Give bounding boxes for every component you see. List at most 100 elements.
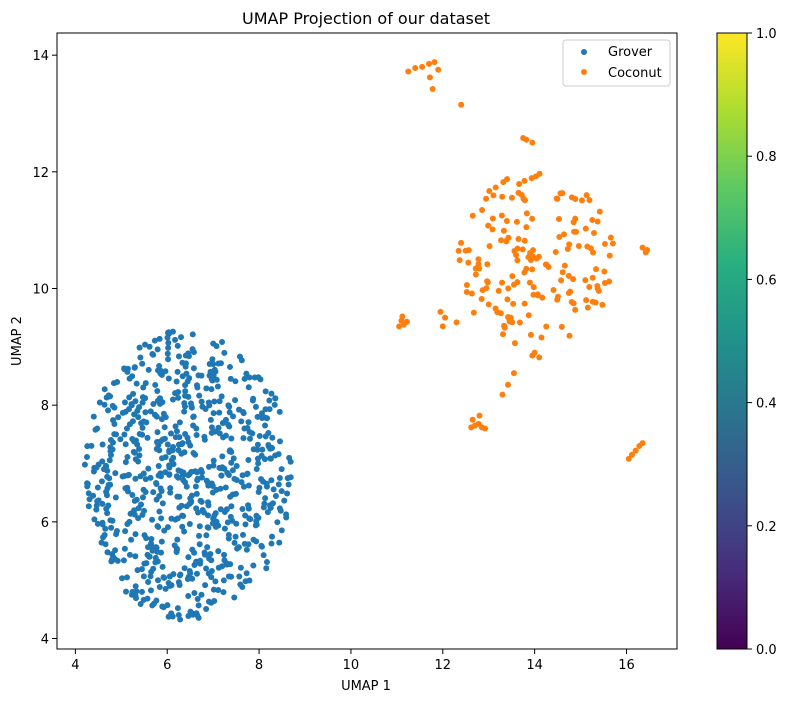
scatter-point-grover: [276, 408, 283, 415]
scatter-point-grover: [159, 500, 166, 507]
scatter-point-grover: [262, 388, 269, 395]
scatter-point-grover: [194, 475, 201, 482]
scatter-point-coconut: [568, 299, 575, 306]
scatter-point-coconut: [470, 309, 477, 316]
scatter-point-grover: [160, 410, 167, 417]
scatter-point-grover: [139, 360, 146, 367]
scatter-point-grover: [129, 373, 136, 380]
scatter-point-grover: [92, 426, 99, 433]
scatter-point-grover: [266, 397, 273, 404]
scatter-point-grover: [126, 421, 133, 428]
scatter-point-grover: [156, 584, 163, 591]
scatter-point-grover: [262, 433, 269, 440]
scatter-point-grover: [198, 398, 205, 405]
scatter-point-grover: [207, 416, 214, 423]
scatter-point-grover: [195, 372, 202, 379]
scatter-point-grover: [269, 434, 276, 441]
scatter-point-grover: [132, 583, 139, 590]
scatter-point-grover: [182, 388, 189, 395]
scatter-point-grover: [142, 380, 149, 387]
scatter-point-grover: [253, 538, 260, 545]
scatter-point-grover: [113, 527, 120, 534]
scatter-point-grover: [195, 602, 202, 609]
scatter-point-grover: [238, 479, 245, 486]
colorbar: 0.0 0.2 0.4 0.6 0.8 1.0: [716, 27, 777, 658]
scatter-point-grover: [169, 447, 176, 454]
scatter-point-grover: [255, 374, 262, 381]
scatter-point-coconut: [514, 279, 521, 286]
scatter-point-grover: [287, 458, 294, 465]
scatter-point-grover: [208, 480, 215, 487]
scatter-point-grover: [145, 366, 152, 373]
scatter-point-coconut: [514, 257, 521, 264]
scatter-point-coconut: [523, 224, 530, 231]
scatter-point-grover: [233, 462, 240, 469]
scatter-point-grover: [81, 461, 88, 468]
scatter-point-coconut: [552, 248, 559, 255]
scatter-point-grover: [131, 364, 138, 371]
scatter-point-grover: [149, 516, 156, 523]
scatter-point-grover: [129, 588, 136, 595]
scatter-point-grover: [261, 456, 268, 463]
scatter-point-coconut: [472, 271, 479, 278]
scatter-point-grover: [216, 409, 223, 416]
scatter-point-grover: [241, 425, 248, 432]
scatter-point-grover: [157, 470, 164, 477]
y-tick-label: 6: [41, 516, 49, 531]
scatter-point-grover: [229, 467, 236, 474]
scatter-point-grover: [193, 570, 200, 577]
x-tick-label: 8: [255, 658, 263, 673]
scatter-point-grover: [259, 446, 266, 453]
scatter-point-coconut: [590, 249, 597, 256]
scatter-point-coconut: [479, 207, 486, 213]
scatter-point-coconut: [475, 261, 482, 268]
scatter-point-grover: [167, 485, 174, 492]
scatter-point-grover: [105, 407, 112, 414]
scatter-point-grover: [213, 343, 220, 350]
scatter-point-coconut: [529, 266, 536, 273]
scatter-point-coconut: [584, 243, 591, 250]
scatter-point-coconut: [507, 314, 514, 321]
scatter-point-coconut: [523, 210, 530, 217]
scatter-point-grover: [175, 447, 182, 454]
scatter-point-grover: [194, 596, 201, 603]
scatter-point-grover: [179, 523, 186, 530]
chart-title: UMAP Projection of our dataset: [242, 9, 490, 28]
scatter-point-coconut: [483, 285, 490, 292]
scatter-point-grover: [215, 564, 222, 571]
scatter-point-grover: [145, 465, 152, 472]
scatter-point-grover: [247, 516, 254, 523]
scatter-point-grover: [227, 375, 234, 382]
scatter-point-grover: [164, 524, 171, 531]
colorbar-tick-label: 0.4: [756, 397, 777, 412]
x-tick-label: 4: [71, 658, 79, 673]
scatter-point-grover: [177, 571, 184, 578]
scatter-point-grover: [138, 588, 145, 595]
y-axis-ticks: 4 6 8 10 12 14: [32, 49, 57, 648]
scatter-point-coconut: [583, 192, 590, 199]
scatter-point-coconut: [508, 194, 515, 201]
scatter-point-grover: [175, 394, 182, 401]
scatter-point-grover: [183, 503, 190, 510]
scatter-point-grover: [240, 435, 247, 442]
scatter-point-grover: [190, 365, 197, 372]
scatter-point-coconut: [639, 244, 646, 251]
scatter-point-grover: [208, 574, 215, 581]
scatter-point-grover: [102, 525, 109, 532]
scatter-point-grover: [225, 573, 232, 580]
scatter-point-grover: [104, 510, 111, 517]
scatter-point-grover: [174, 536, 181, 543]
scatter-point-grover: [182, 392, 189, 399]
scatter-point-coconut: [510, 300, 517, 307]
scatter-point-grover: [178, 334, 185, 341]
scatter-point-grover: [197, 560, 204, 567]
scatter-point-coconut: [405, 68, 412, 75]
scatter-point-grover: [174, 342, 181, 349]
scatter-point-coconut: [609, 240, 616, 247]
scatter-point-grover: [175, 612, 182, 619]
scatter-point-grover: [264, 509, 271, 516]
scatter-point-coconut: [455, 247, 462, 254]
scatter-point-grover: [226, 409, 233, 416]
scatter-point-grover: [107, 517, 114, 524]
scatter-point-grover: [221, 508, 228, 515]
